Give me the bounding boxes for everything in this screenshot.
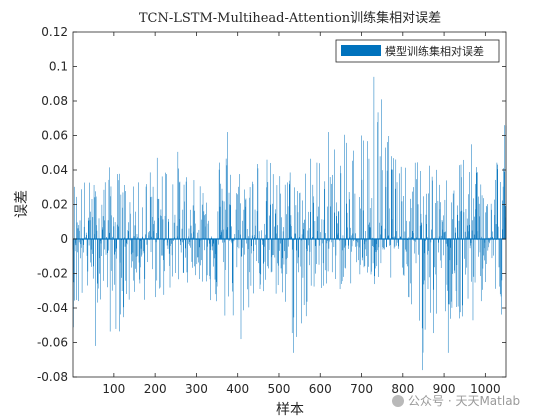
x-tick-label: 400 xyxy=(226,382,249,396)
watermark: 公众号 · 天天Matlab xyxy=(392,394,520,408)
y-tick-label: 0.1 xyxy=(49,60,68,74)
x-axis-label: 样本 xyxy=(276,402,304,418)
y-tick-label: 0.12 xyxy=(41,25,68,39)
x-tick-label: 1000 xyxy=(470,382,501,396)
y-tick-label: -0.02 xyxy=(37,267,68,281)
x-tick-label: 200 xyxy=(144,382,167,396)
x-tick-label: 500 xyxy=(268,382,291,396)
chart-title: TCN-LSTM-Multihead-Attention训练集相对误差 xyxy=(139,10,441,26)
x-tick-label: 100 xyxy=(102,382,125,396)
y-tick-label: -0.06 xyxy=(37,336,68,350)
x-tick-label: 300 xyxy=(185,382,208,396)
legend-swatch xyxy=(341,45,381,56)
x-tick-label: 900 xyxy=(433,382,456,396)
x-tick-label: 600 xyxy=(309,382,332,396)
y-tick-label: 0.04 xyxy=(41,163,68,177)
y-tick-label: 0.06 xyxy=(41,129,68,143)
y-tick-label: -0.08 xyxy=(37,370,68,384)
wechat-icon xyxy=(392,395,404,407)
x-tick-label: 800 xyxy=(391,382,414,396)
y-axis-label: 误差 xyxy=(14,190,30,218)
y-tick-label: 0.02 xyxy=(41,198,68,212)
y-tick-label: 0.08 xyxy=(41,94,68,108)
y-tick-label: -0.04 xyxy=(37,301,68,315)
axes-group: 100 200 300 400 500 600 700 800 900 1000 -0.08 -0.0… xyxy=(37,25,507,396)
legend-label: 模型训练集相对误差 xyxy=(385,44,484,58)
bars-group xyxy=(72,76,507,371)
watermark-text: 公众号 · 天天Matlab xyxy=(408,394,520,408)
legend: 模型训练集相对误差 xyxy=(335,39,500,63)
y-tick-label: 0 xyxy=(60,232,68,246)
x-tick-label: 700 xyxy=(350,382,373,396)
